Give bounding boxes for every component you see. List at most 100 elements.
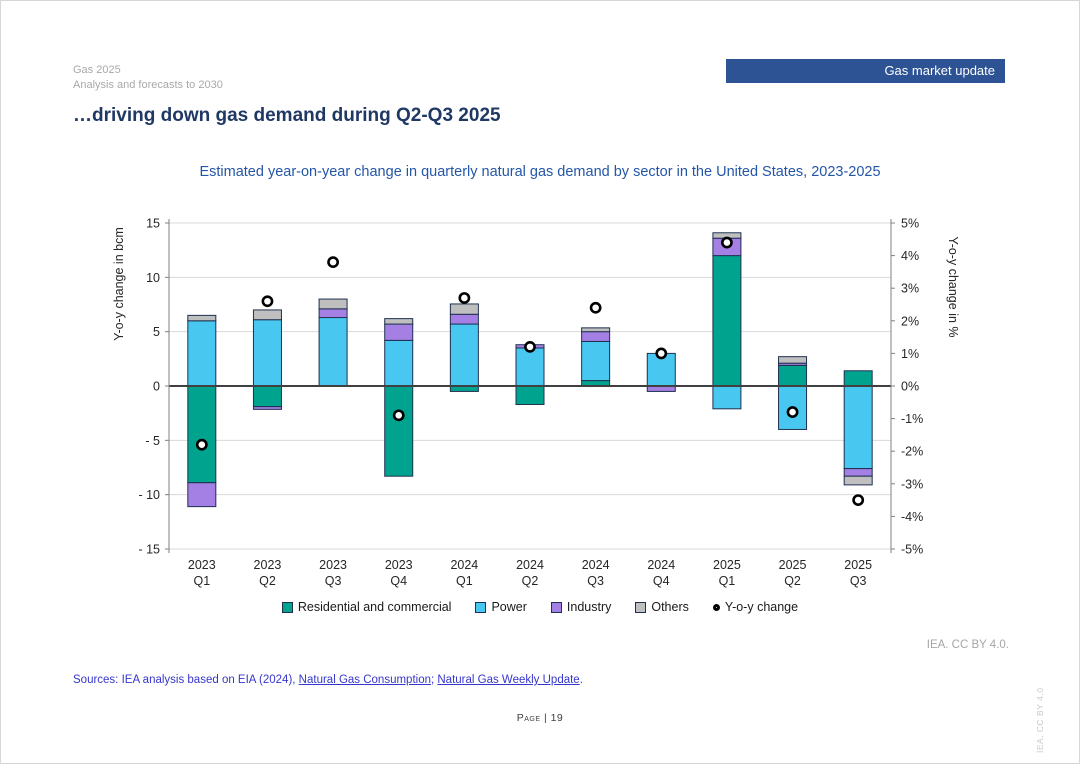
bar-segment-others	[778, 356, 808, 364]
x-axis-label: Q1	[719, 574, 736, 588]
yoy-marker	[786, 406, 799, 418]
x-axis-label: Q4	[653, 574, 670, 588]
yoy-marker	[655, 347, 668, 360]
left-axis-tick-label: 5	[153, 325, 160, 339]
x-axis-label: Q2	[522, 574, 539, 588]
left-axis-tick-label: - 10	[138, 488, 160, 502]
license-note: IEA. CC BY 4.0.	[926, 639, 1009, 651]
right-axis-tick-label: 1%	[901, 347, 919, 361]
right-axis-tick-label: 3%	[901, 282, 919, 296]
legend-label: Residential and commercial	[297, 600, 452, 614]
right-axis-tick-label: 5%	[901, 216, 919, 230]
legend-label: Others	[651, 600, 689, 614]
yoy-marker	[327, 256, 339, 269]
x-axis-label: Q1	[193, 574, 210, 588]
right-axis-tick-label: -5%	[901, 543, 923, 557]
x-axis-label: 2025	[713, 558, 741, 572]
report-meta: Gas 2025 Analysis and forecasts to 2030	[73, 63, 223, 93]
bar-segment-power	[187, 320, 217, 387]
legend-swatch-icon	[635, 601, 647, 613]
bar-segment-industry	[581, 331, 611, 342]
legend-label: Y-o-y change	[724, 600, 799, 614]
bar-segment-industry	[187, 482, 217, 508]
x-axis-label: 2023	[254, 558, 282, 572]
yoy-marker	[524, 340, 536, 353]
left-axis-tick-label: - 5	[145, 434, 160, 448]
right-axis-tick-label: -4%	[901, 510, 923, 524]
left-axis-tick-label: 10	[146, 271, 160, 285]
right-axis-tick-label: -3%	[901, 477, 923, 491]
legend-item-power: Power	[475, 600, 527, 614]
yoy-marker	[392, 409, 405, 422]
legend-label: Industry	[566, 600, 612, 614]
bar-segment-power	[843, 385, 873, 470]
stacked-bar-chart: 15 10 5 0 - 5 - 10 - 15 5% 4% 3% 2% 1% 0% -1% -2% -3% -4…	[112, 216, 960, 588]
bar-segment-others	[252, 309, 282, 321]
bar-segment-others	[449, 303, 479, 315]
x-axis-label: Q2	[784, 574, 801, 588]
source-link-weekly-update[interactable]: Natural Gas Weekly Update	[437, 674, 580, 686]
page-number: Page | 19	[516, 712, 564, 724]
sources-line: Sources: IEA analysis based on EIA (2024…	[73, 674, 583, 686]
yoy-marker	[195, 438, 208, 451]
bar-segment-res_com	[384, 385, 414, 477]
x-axis-label: 2024	[516, 558, 544, 572]
x-axis-label: Q1	[456, 574, 473, 588]
bar-segment-industry	[384, 323, 414, 341]
yoy-marker	[458, 292, 471, 304]
sources-separator: ;	[430, 674, 438, 686]
bar-segment-res_com	[515, 385, 545, 405]
chart-title: Estimated year-on-year change in quarter…	[199, 164, 881, 180]
report-subtitle: Analysis and forecasts to 2030	[73, 78, 223, 91]
bar-segment-power	[252, 319, 282, 387]
bar-segment-power	[581, 340, 611, 382]
bar-segment-others	[187, 314, 217, 322]
bar-segment-others	[318, 298, 348, 310]
sources-prefix: Sources: IEA analysis based on EIA (2024…	[73, 674, 299, 686]
right-axis-tick-label: -1%	[901, 412, 923, 426]
report-title: Gas 2025	[73, 64, 121, 76]
bar-segment-res_com	[778, 364, 808, 387]
x-axis-label: 2025	[779, 558, 807, 572]
bar-segment-power	[318, 317, 348, 387]
right-axis-tick-label: 2%	[901, 314, 919, 328]
bar-segment-res_com	[187, 385, 217, 484]
bar-segment-industry	[449, 313, 479, 325]
left-axis-tick-label: - 15	[138, 543, 160, 557]
legend-item-industry: Industry	[550, 600, 612, 614]
right-axis-title: Y-o-y change in %	[946, 237, 960, 338]
x-axis-label: 2024	[582, 558, 610, 572]
right-axis-tick-label: 0%	[901, 380, 919, 394]
left-axis-tick-label: 15	[146, 216, 160, 230]
license-vertical: IEA. CC BY 4.0	[1035, 687, 1045, 753]
legend-label: Power	[491, 600, 527, 614]
left-axis-title: Y-o-y change in bcm	[112, 227, 126, 341]
chart-legend: Residential and commercial Power Industry O…	[1, 600, 1079, 614]
section-badge: Gas market update	[726, 59, 1005, 83]
x-axis-label: Q3	[325, 574, 342, 588]
bar-segment-others	[843, 475, 873, 486]
left-axis-tick-label: 0	[153, 380, 160, 394]
legend-item-others: Others	[635, 600, 689, 614]
bar-segment-others	[581, 327, 611, 333]
page-title: …driving down gas demand during Q2-Q3 20…	[73, 105, 501, 126]
legend-item-yoy-change: Y-o-y change	[712, 600, 799, 614]
source-link-consumption[interactable]: Natural Gas Consumption	[298, 674, 431, 686]
bar-segment-res_com	[712, 255, 742, 387]
circle-marker-icon	[712, 603, 720, 611]
right-axis-tick-label: 4%	[901, 249, 919, 263]
x-axis-label: Q4	[390, 574, 407, 588]
yoy-marker	[721, 236, 733, 249]
legend-item-res_com: Residential and commercial	[281, 600, 452, 614]
x-axis-label: Q2	[259, 574, 276, 588]
bar-segment-power	[449, 323, 479, 387]
bar-segment-others	[384, 318, 414, 325]
legend-swatch-icon	[475, 601, 487, 613]
x-axis-label: 2023	[188, 558, 216, 572]
x-axis-label: 2025	[844, 558, 872, 572]
bar-segment-power	[515, 347, 545, 387]
yoy-marker	[261, 295, 274, 308]
x-axis-label: 2023	[319, 558, 347, 572]
x-axis-label: 2024	[647, 558, 675, 572]
